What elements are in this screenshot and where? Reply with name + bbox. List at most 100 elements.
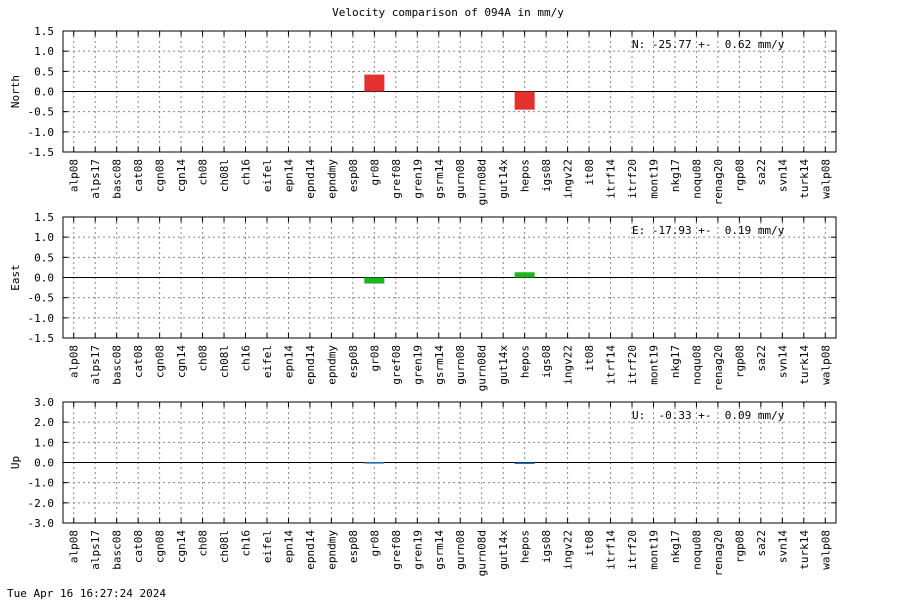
y-axis-label: Up [9,456,22,469]
x-tick-label-epndmy: epndmy [325,159,338,199]
x-tick-label-mont19: mont19 [647,159,660,199]
x-tick-label-gr08: gr08 [368,159,381,186]
x-tick-label-gsrm14: gsrm14 [433,530,446,570]
x-tick-label-cgn08: cgn08 [154,159,167,192]
x-tick-label-basc08: basc08 [111,345,124,385]
x-tick-label-gren19: gren19 [411,159,424,199]
y-tick-label: 0.0 [34,457,54,470]
x-tick-label-epnd14: epnd14 [304,530,317,570]
x-tick-label-cgn08: cgn08 [154,345,167,378]
x-tick-label-epnd14: epnd14 [304,345,317,385]
bar-hepos [514,462,535,464]
x-tick-label-ch08: ch08 [197,159,210,186]
x-tick-label-itrf20: itrf20 [626,159,639,199]
plot-frame [62,216,837,339]
bar-gr08 [364,277,385,284]
x-tick-label-sa22: sa22 [755,159,768,186]
y-tick-label: 1.0 [34,231,54,244]
y-tick-label: -1.5 [28,146,55,159]
x-tick-label-esp08: esp08 [347,159,360,192]
x-tick-label-turk14: turk14 [798,345,811,385]
x-tick-label-eifel: eifel [261,530,274,563]
x-tick-label-hepos: hepos [519,159,532,192]
x-tick-label-ch16: ch16 [240,345,253,372]
x-tick-label-cat08: cat08 [132,530,145,563]
bar-gr08 [364,74,385,92]
x-tick-label-gurn08d: gurn08d [476,530,489,576]
x-tick-label-noqu08: noqu08 [690,345,703,385]
y-tick-label: -1.5 [28,332,55,345]
chart-title: Velocity comparison of 094A in mm/y [332,6,564,19]
x-tick-label-gr08: gr08 [368,345,381,372]
x-tick-label-ch08: ch08 [197,530,210,557]
x-tick-label-cgn14: cgn14 [175,345,188,378]
x-tick-label-itrf20: itrf20 [626,345,639,385]
x-tick-label-sa22: sa22 [755,530,768,557]
x-tick-label-alp08: alp08 [68,159,81,192]
plot-frame [62,401,837,524]
x-tick-label-gurn08: gurn08 [454,345,467,385]
x-tick-label-hepos: hepos [519,530,532,563]
y-tick-label: 0.0 [34,86,54,99]
x-tick-label-gut14x: gut14x [497,345,510,385]
y-tick-label: 1.0 [34,436,54,449]
x-tick-label-gsrm14: gsrm14 [433,345,446,385]
y-axis-label: East [9,264,22,291]
x-tick-label-alp08: alp08 [68,530,81,563]
x-tick-label-gr08: gr08 [368,530,381,557]
x-tick-label-gsrm14: gsrm14 [433,159,446,199]
x-tick-label-nkg17: nkg17 [669,530,682,563]
x-tick-label-ch08l: ch08l [218,159,231,192]
x-tick-label-alps17: alps17 [89,159,102,199]
x-tick-label-gref08: gref08 [390,530,403,570]
x-tick-label-gref08: gref08 [390,159,403,199]
x-tick-label-renag20: renag20 [712,530,725,576]
x-tick-label-epnd14: epnd14 [304,159,317,199]
x-tick-label-epn14: epn14 [282,345,295,378]
x-tick-label-igs08: igs08 [540,530,553,563]
x-tick-label-turk14: turk14 [798,530,811,570]
y-tick-label: 3.0 [34,396,54,409]
x-tick-label-renag20: renag20 [712,345,725,391]
x-tick-label-noqu08: noqu08 [690,159,703,199]
x-tick-label-turk14: turk14 [798,159,811,199]
x-tick-label-rgp08: rgp08 [733,530,746,563]
x-tick-label-ch16: ch16 [240,530,253,557]
x-tick-label-gurn08: gurn08 [454,530,467,570]
x-tick-label-itrf20: itrf20 [626,530,639,570]
velocity-annotation: U: -0.33 +- 0.09 mm/y [632,409,785,422]
x-tick-label-ingv22: ingv22 [562,345,575,385]
x-tick-label-epndmy: epndmy [325,345,338,385]
x-tick-label-gut14x: gut14x [497,530,510,570]
x-tick-label-igs08: igs08 [540,159,553,192]
x-tick-label-ch08l: ch08l [218,530,231,563]
panel-east: 1.5 1.0 0.5 0.0 -0.5 -1.0 -1.5 alp08 alps17 basc0… [9,211,837,391]
x-tick-label-eifel: eifel [261,345,274,378]
x-tick-label-gurn08d: gurn08d [476,159,489,205]
x-tick-label-ingv22: ingv22 [562,530,575,570]
x-tick-label-alps17: alps17 [89,345,102,385]
x-tick-label-noqu08: noqu08 [690,530,703,570]
x-tick-label-renag20: renag20 [712,159,725,205]
x-tick-label-itrf14: itrf14 [605,345,618,385]
x-tick-label-gurn08d: gurn08d [476,345,489,391]
x-tick-label-eifel: eifel [261,159,274,192]
x-tick-label-cat08: cat08 [132,345,145,378]
x-tick-label-nkg17: nkg17 [669,159,682,192]
x-tick-label-basc08: basc08 [111,530,124,570]
x-tick-label-basc08: basc08 [111,159,124,199]
y-tick-label: -1.0 [28,126,55,139]
x-tick-label-walp08: walp08 [819,159,832,199]
x-tick-label-epndmy: epndmy [325,530,338,570]
x-tick-label-esp08: esp08 [347,345,360,378]
x-tick-label-gut14x: gut14x [497,159,510,199]
velocity-annotation: E: -17.93 +- 0.19 mm/y [632,224,785,237]
bar-gr08 [364,462,385,464]
x-tick-label-nkg17: nkg17 [669,345,682,378]
bar-hepos [514,272,535,278]
y-tick-label: 0.5 [34,65,54,78]
y-tick-label: 1.5 [34,211,54,224]
x-tick-label-gren19: gren19 [411,345,424,385]
panel-north: 1.5 1.0 0.5 0.0 -0.5 -1.0 -1.5 alp08 alps17 basc0… [9,25,837,205]
